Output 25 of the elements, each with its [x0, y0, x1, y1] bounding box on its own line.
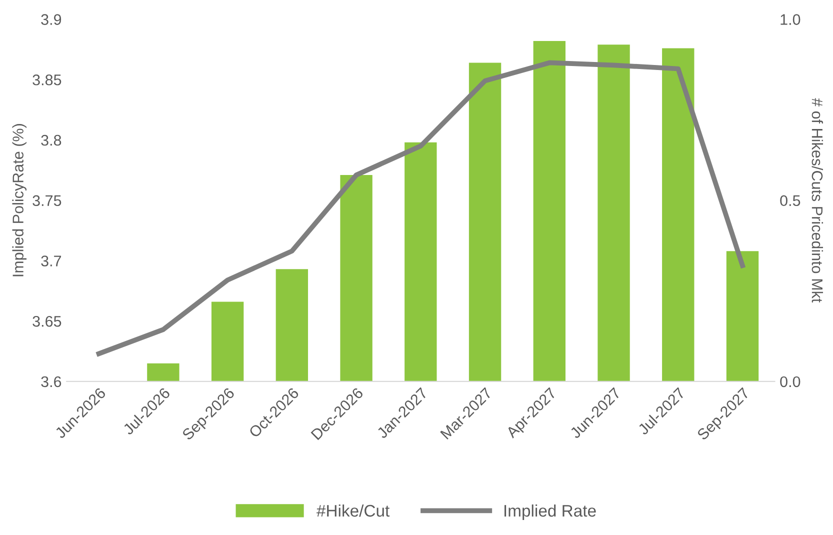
bar	[211, 302, 244, 382]
bar	[726, 251, 759, 382]
y2-axis-title: # of Hikes/Cuts Pricedinto Mkt	[812, 98, 824, 303]
y2-tick-label: 0.0	[780, 376, 800, 388]
bar	[276, 269, 308, 382]
y-tick-label: 3.65	[32, 316, 62, 327]
legend-label: Implied Rate	[504, 504, 596, 520]
y-tick-label: 3.8	[41, 134, 62, 146]
bar	[147, 363, 180, 382]
bar	[598, 44, 630, 382]
y2-tick-label: 0.5	[780, 195, 800, 206]
legend-label: #Hike/Cut	[316, 504, 390, 517]
y-tick-label: 3.6	[41, 376, 62, 388]
bar	[340, 175, 372, 382]
y2-tick-label: 1.0	[780, 14, 800, 25]
y-tick-label: 3.85	[32, 74, 62, 86]
bar	[468, 62, 502, 382]
y-tick-label: 3.75	[32, 195, 62, 206]
y-tick-label: 3.9	[41, 14, 62, 25]
bar	[662, 48, 694, 382]
bar	[533, 40, 566, 382]
y-axis-title: Implied PolicyRate (%)	[12, 124, 26, 276]
line-series	[96, 60, 745, 356]
bar	[404, 142, 437, 382]
y-tick-label: 3.7	[41, 256, 62, 266]
